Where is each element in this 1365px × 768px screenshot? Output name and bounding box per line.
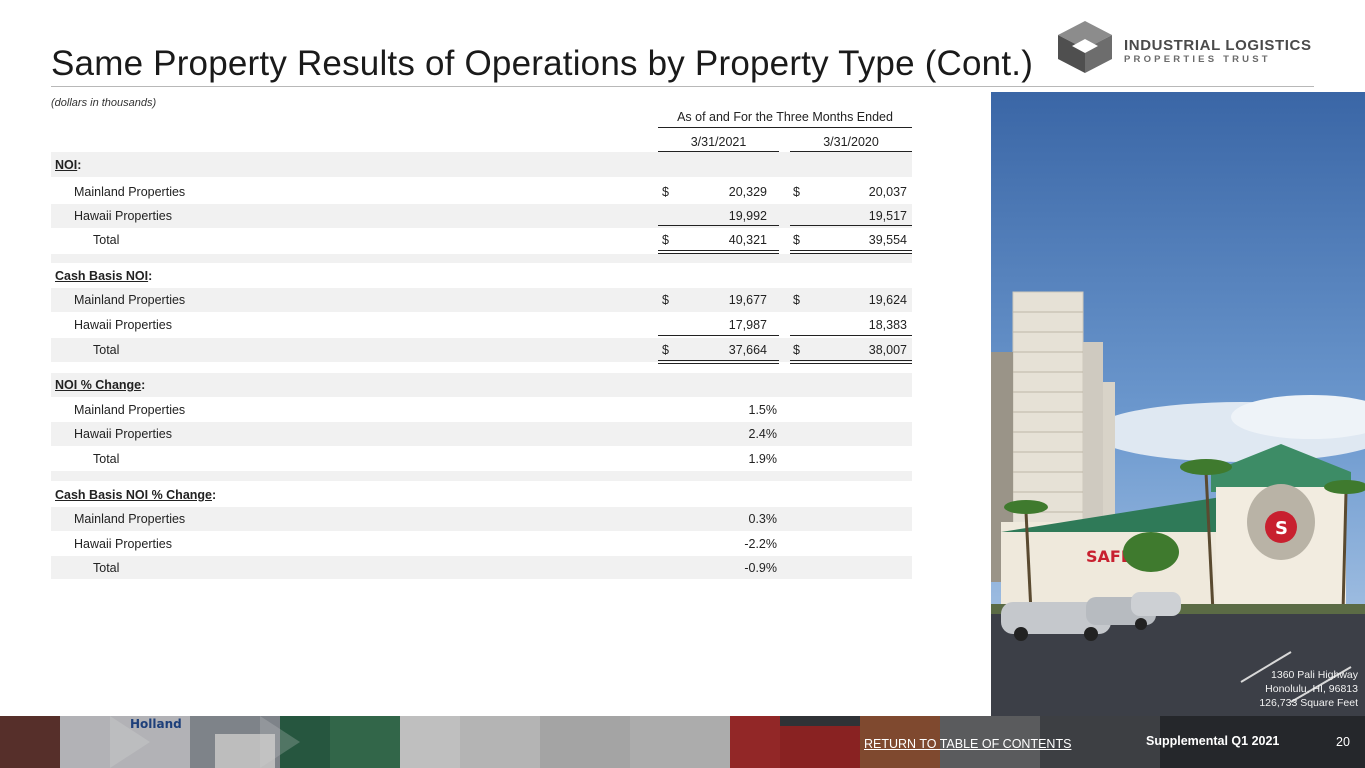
table-row: Mainland Properties 0.3% (51, 507, 912, 531)
title-divider (51, 86, 1314, 87)
section-title: NOI % Change (55, 378, 142, 392)
trucks-banner-image: Holland (0, 716, 1365, 768)
footer-banner: Holland RETURN TO TABLE OF CONTENTS Supp… (0, 716, 1365, 768)
row-label: Total (93, 452, 120, 466)
section-colon: : (212, 488, 217, 502)
value-2021: 19,992 (728, 209, 767, 223)
subtotal-rule (658, 225, 779, 226)
row-label: Total (93, 343, 120, 357)
spacer-row (51, 254, 912, 263)
section-colon: : (148, 269, 153, 283)
value-2020: 19,517 (868, 209, 907, 223)
table-row-total: Total -0.9% (51, 556, 912, 579)
logo-name-line1: INDUSTRIAL LOGISTICS (1124, 37, 1312, 54)
value-2020: 20,037 (868, 185, 907, 199)
section-title: Cash Basis NOI (55, 269, 149, 283)
subtotal-rule (790, 335, 912, 336)
spacer-row (51, 364, 912, 373)
svg-text:S: S (1275, 518, 1288, 539)
total-double-rule (790, 360, 912, 364)
table-row: Hawaii Properties -2.2% (51, 532, 912, 556)
value-2020: 19,624 (868, 293, 907, 307)
row-label: Hawaii Properties (74, 318, 172, 332)
value-2021: 17,987 (728, 318, 767, 332)
table-row: Mainland Properties 1.5% (51, 397, 912, 422)
percent-change: 1.5% (748, 402, 778, 417)
units-note: (dollars in thousands) (51, 97, 157, 109)
percent-change: 2.4% (748, 427, 778, 441)
currency-symbol: $ (793, 185, 800, 199)
table-row: Hawaii Properties 19,992 19,517 (51, 204, 912, 228)
section-colon: : (141, 378, 146, 392)
column-header-2020: 3/31/2020 (823, 135, 879, 149)
period-header: As of and For the Three Months Ended (677, 110, 893, 124)
column-header-rule (658, 151, 779, 152)
section-header-noi: NOI: (51, 152, 912, 177)
row-label: Total (93, 560, 120, 575)
row-label: Mainland Properties (74, 293, 186, 307)
total-double-rule (658, 250, 779, 254)
column-header-2021: 3/31/2021 (690, 135, 747, 149)
row-label: Mainland Properties (74, 185, 186, 199)
caption-address: 1360 Pali Highway (1271, 669, 1358, 681)
value-2020: 18,383 (868, 318, 907, 332)
row-label: Mainland Properties (74, 512, 186, 526)
row-label: Total (93, 233, 120, 247)
value-2021: 20,329 (728, 185, 767, 199)
section-header-noi-change: NOI % Change: (51, 373, 912, 397)
currency-symbol: $ (662, 343, 669, 357)
percent-change: -2.2% (744, 537, 777, 551)
row-label: Hawaii Properties (74, 537, 172, 551)
table-row-total: Total 1.9% (51, 447, 912, 471)
page-number: 20 (1336, 735, 1350, 749)
section-title: Cash Basis NOI % Change (55, 488, 212, 502)
section-colon: : (77, 157, 82, 172)
table-row: Mainland Properties $ 20,329 $ 20,037 (51, 180, 912, 204)
percent-change: 1.9% (748, 452, 778, 466)
currency-symbol: $ (793, 343, 800, 357)
currency-symbol: $ (662, 185, 669, 199)
supplemental-label: Supplemental Q1 2021 (1146, 734, 1280, 748)
subtotal-rule (658, 335, 779, 336)
table-row: Hawaii Properties 2.4% (51, 422, 912, 446)
currency-symbol: $ (793, 233, 800, 247)
currency-symbol: $ (793, 293, 800, 307)
value-2020: 39,554 (868, 233, 907, 247)
row-label: Hawaii Properties (74, 209, 172, 223)
section-title: NOI (55, 157, 78, 172)
value-2020: 38,007 (868, 343, 907, 357)
store-sign: SAFE (1086, 547, 1132, 566)
spacer-row (51, 471, 912, 481)
column-header-rule (790, 151, 912, 152)
row-label: Hawaii Properties (74, 427, 172, 441)
total-double-rule (658, 360, 779, 364)
table-row-total: Total $ 37,664 $ 38,007 (51, 338, 912, 362)
section-header-cash-noi: Cash Basis NOI: (51, 264, 912, 288)
logo-name-line2: PROPERTIES TRUST (1124, 54, 1271, 65)
value-2021: 40,321 (728, 233, 767, 247)
currency-symbol: $ (662, 293, 669, 307)
value-2021: 19,677 (728, 293, 767, 307)
company-logo: INDUSTRIAL LOGISTICS PROPERTIES TRUST (1054, 19, 1324, 75)
return-to-toc-link[interactable]: RETURN TO TABLE OF CONTENTS (864, 737, 1072, 751)
table-row-total: Total $ 40,321 $ 39,554 (51, 228, 912, 252)
property-photo: S SAFE 1360 Pali H (991, 92, 1365, 716)
value-2021: 37,664 (728, 343, 767, 357)
period-header-rule (658, 127, 912, 128)
row-label: Mainland Properties (74, 402, 186, 417)
table-row: Hawaii Properties 17,987 18,383 (51, 313, 912, 337)
total-double-rule (790, 250, 912, 254)
caption-city: Honolulu, HI, 96813 (1265, 683, 1358, 695)
currency-symbol: $ (662, 233, 669, 247)
table-row: Mainland Properties $ 19,677 $ 19,624 (51, 288, 912, 312)
percent-change: 0.3% (748, 512, 778, 526)
photo-caption: 1360 Pali Highway Honolulu, HI, 96813 12… (1259, 668, 1358, 710)
caption-area: 126,733 Square Feet (1259, 697, 1358, 709)
section-header-cash-noi-change: Cash Basis NOI % Change: (51, 483, 912, 507)
subtotal-rule (790, 225, 912, 226)
percent-change: -0.9% (744, 560, 777, 575)
logo-cube-icon (1058, 21, 1112, 73)
page-title: Same Property Results of Operations by P… (51, 44, 1034, 83)
truck-logo-text: Holland (130, 717, 182, 731)
